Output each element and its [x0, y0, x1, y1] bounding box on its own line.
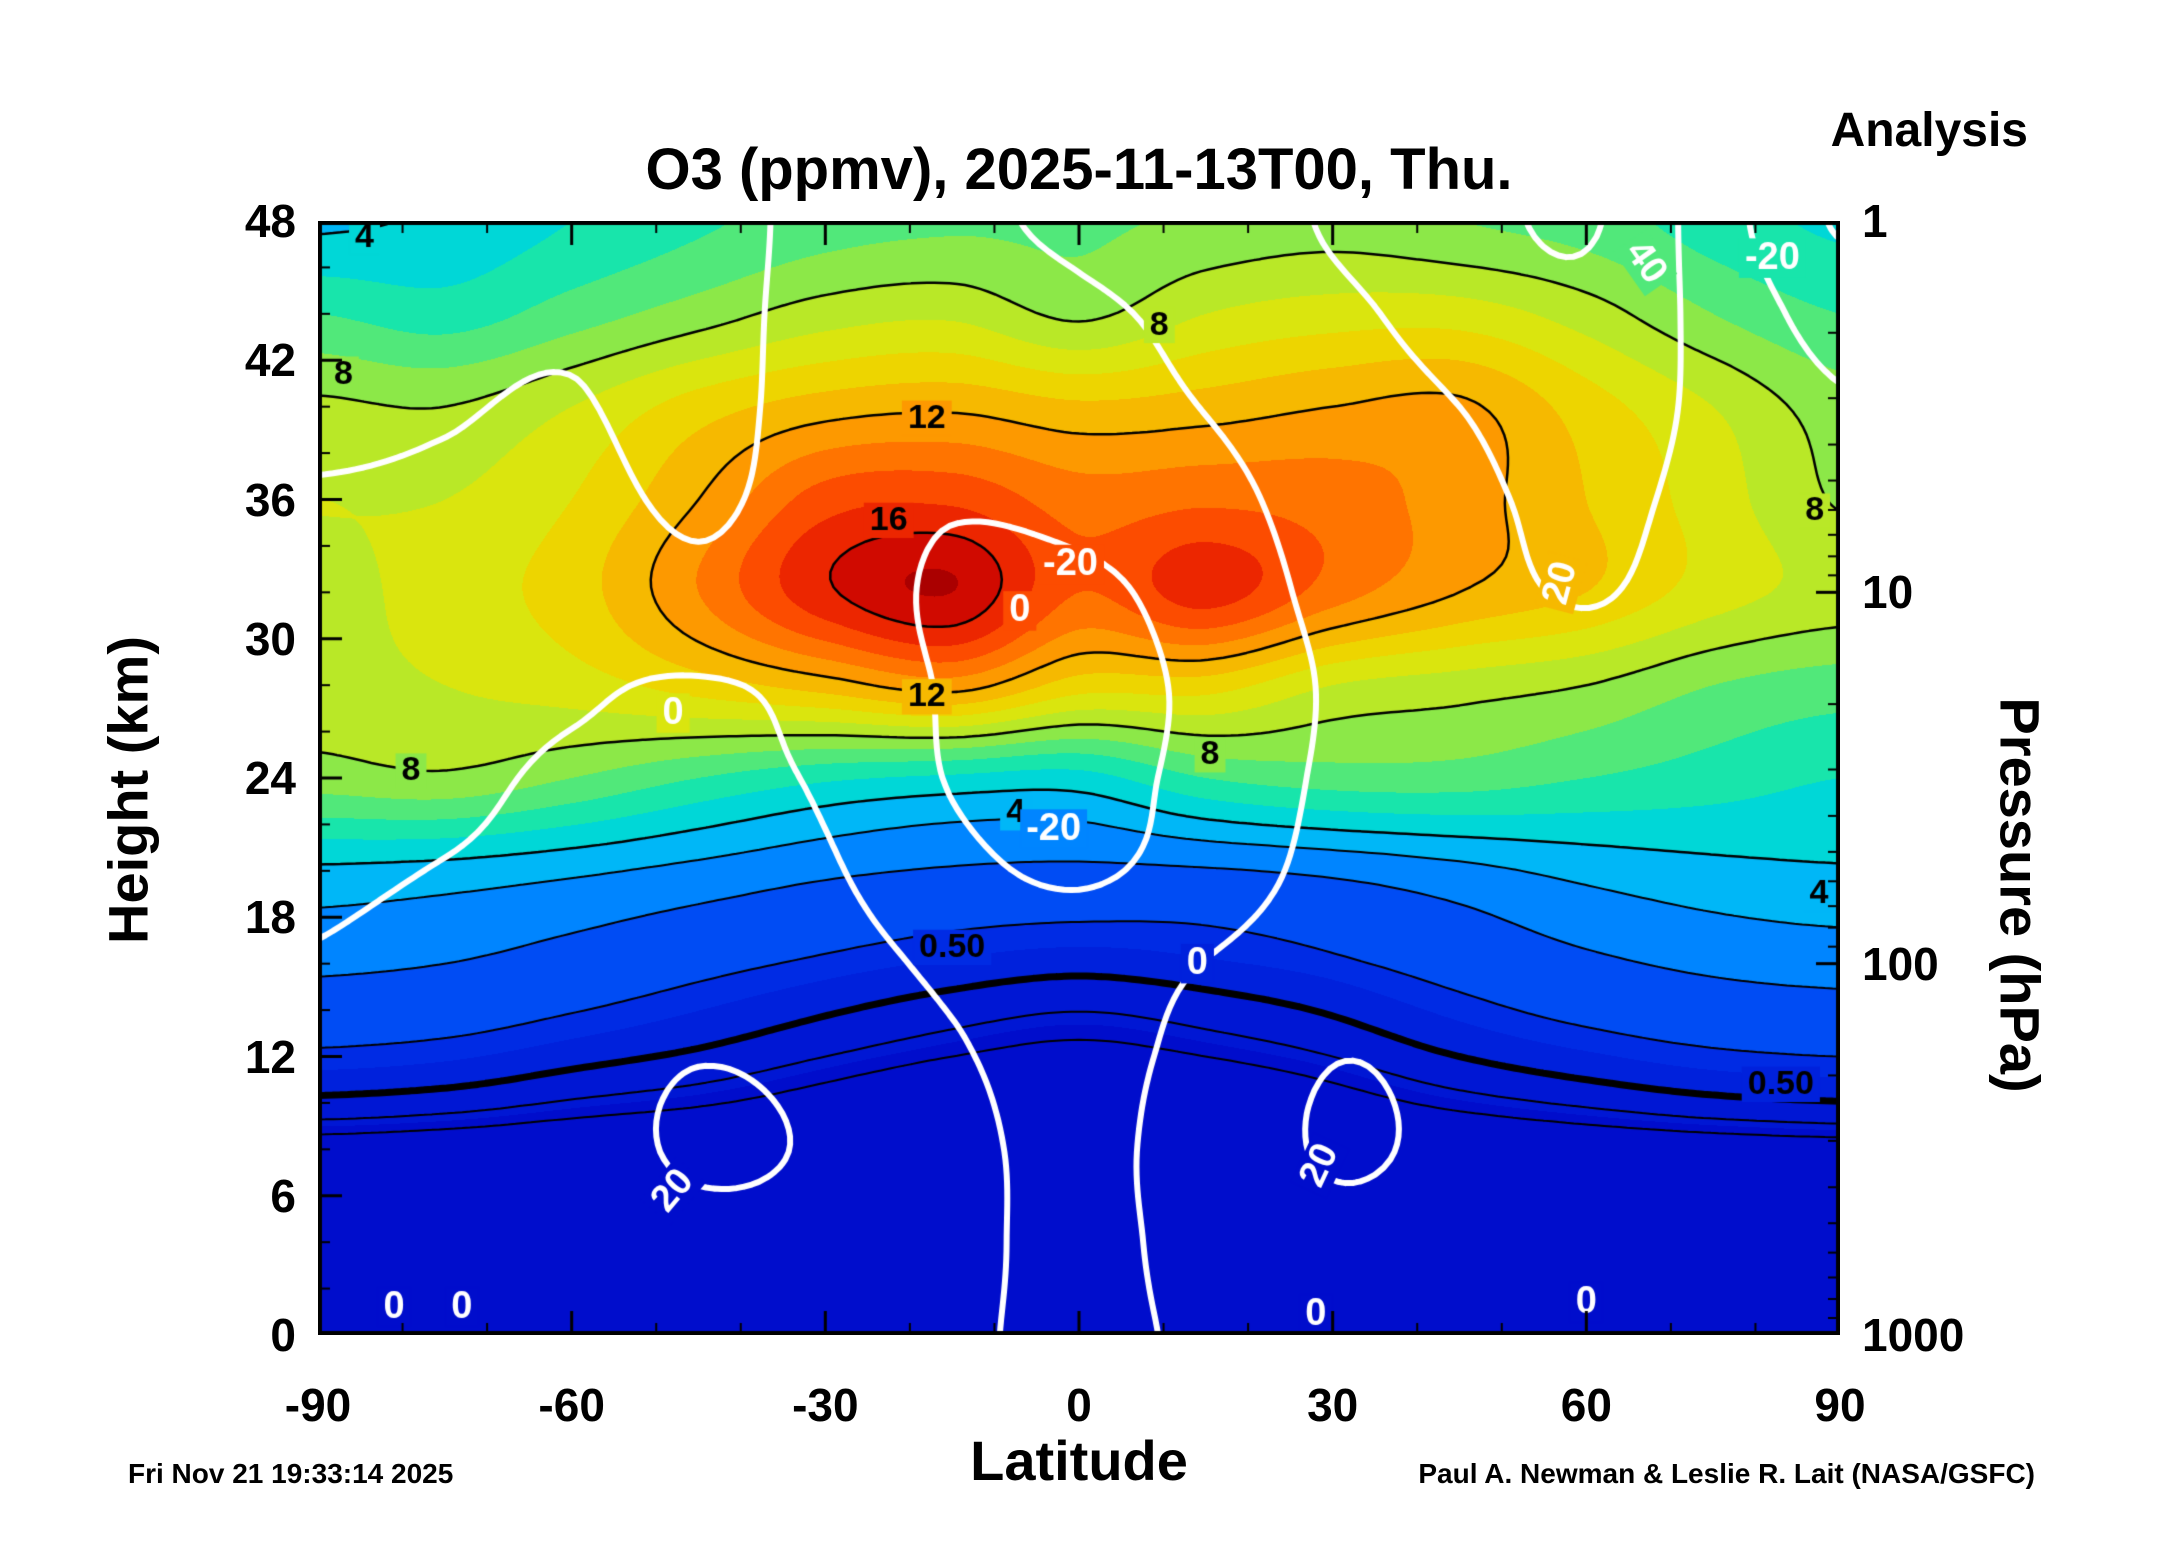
x-axis-title-latitude: Latitude: [970, 1429, 1188, 1492]
pressure-tick-label: 1: [1862, 195, 1888, 247]
x-tick-label: 90: [1814, 1379, 1866, 1431]
pressure-tick-label: 1000: [1862, 1309, 1965, 1361]
height-tick-label: 12: [244, 1030, 296, 1083]
x-tick-label: -30: [792, 1379, 859, 1431]
analysis-label: Analysis: [1830, 104, 2028, 157]
height-tick-label: 36: [244, 473, 296, 526]
pressure-tick-label: 10: [1862, 566, 1914, 619]
height-tick-label: 42: [244, 334, 296, 387]
height-tick-label: 6: [270, 1169, 296, 1222]
x-tick-label: 0: [1066, 1379, 1092, 1431]
x-tick-label: -60: [538, 1379, 605, 1431]
height-tick-label: 24: [244, 752, 296, 804]
contour-plot-canvas: [318, 221, 1840, 1335]
plot-credit: Paul A. Newman & Leslie R. Lait (NASA/GS…: [1418, 1458, 2035, 1489]
height-tick-label: 30: [244, 612, 296, 665]
height-tick-label: 18: [244, 891, 296, 944]
x-tick-label: 60: [1560, 1379, 1612, 1431]
chart-title: O3 (ppmv), 2025-11-13T00, Thu.: [645, 137, 1513, 202]
x-tick-label: 30: [1307, 1379, 1359, 1431]
pressure-tick-label: 100: [1862, 937, 1939, 990]
plot-timestamp: Fri Nov 21 19:33:14 2025: [128, 1458, 454, 1489]
height-tick-label: 48: [244, 195, 296, 247]
y-axis-title-pressure: Pressure (hPa): [1988, 697, 2052, 1093]
x-tick-label: -90: [284, 1379, 352, 1431]
height-tick-label: 0: [270, 1309, 296, 1361]
